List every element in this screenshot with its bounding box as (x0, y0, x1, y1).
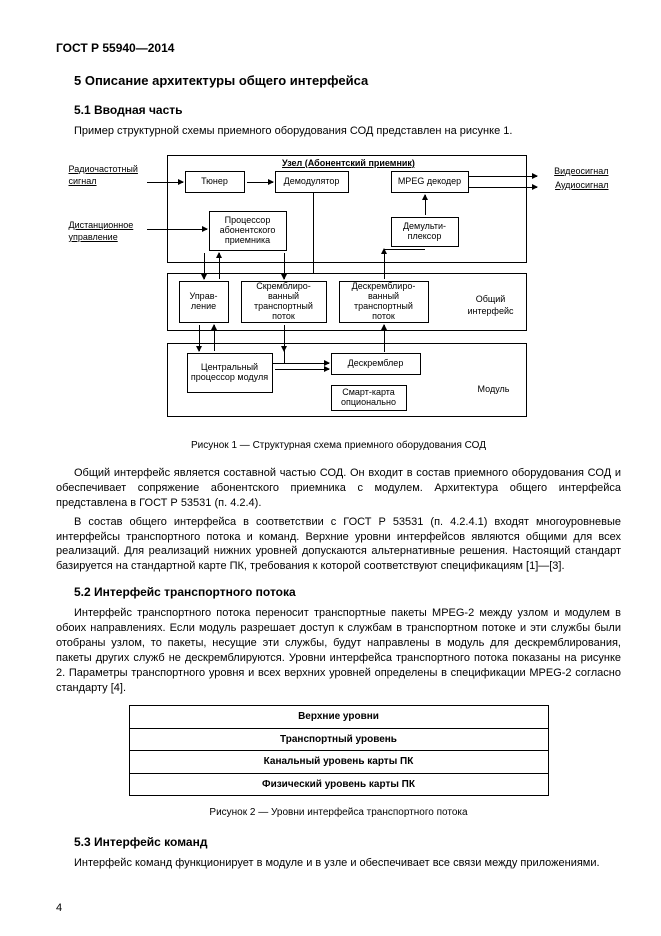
figure-2-caption: Рисунок 2 — Уровни интерфейса транспортн… (56, 806, 621, 820)
arrow (214, 325, 215, 351)
paragraph: Общий интерфейс является составной часть… (56, 466, 621, 511)
arrow (219, 253, 220, 279)
line (384, 249, 424, 250)
table-row: Физический уровень карты ПК (129, 773, 548, 796)
table-row: Транспортный уровень (129, 728, 548, 751)
arrow (469, 176, 537, 177)
arrow (469, 187, 537, 188)
box-control: Управ-ление (179, 281, 229, 323)
label-audio: Аудиосигнал (539, 179, 609, 191)
box-scrambled: Скремблиро-ванный транспортный поток (241, 281, 327, 323)
box-tuner: Тюнер (185, 171, 245, 193)
document-header: ГОСТ Р 55940—2014 (56, 40, 621, 56)
box-smartcard: Смарт-карта опционально (331, 385, 407, 411)
arrow (247, 182, 273, 183)
arrow (284, 325, 285, 351)
label-node-title: Узел (Абонентский приемник) (269, 157, 429, 169)
label-remote: Дистанционное управление (69, 219, 149, 243)
box-demux: Демульти-плексор (391, 217, 459, 247)
page-number: 4 (56, 901, 62, 916)
arrow (384, 249, 385, 279)
line (284, 351, 285, 363)
document-page: ГОСТ Р 55940—2014 5 Описание архитектуры… (0, 0, 661, 936)
arrow (275, 369, 329, 370)
line (424, 249, 425, 250)
box-descrambled: Дескремблиро-ванный транспортный поток (339, 281, 429, 323)
arrow (384, 325, 385, 351)
section-5-3-title: 5.3 Интерфейс команд (74, 834, 621, 850)
paragraph: Интерфейс транспортного потока переносит… (56, 606, 621, 695)
box-central-processor: Центральный процессор модуля (187, 353, 273, 393)
arrow (273, 363, 329, 364)
arrow (147, 182, 183, 183)
figure-1-caption: Рисунок 1 — Структурная схема приемного … (56, 439, 621, 453)
table-row: Верхние уровни (129, 706, 548, 729)
arrow (147, 229, 207, 230)
paragraph: Пример структурной схемы приемного обору… (56, 124, 621, 139)
arrow (425, 195, 426, 215)
label-common-interface: Общий интерфейс (461, 293, 521, 317)
arrow (204, 253, 205, 279)
line (313, 193, 314, 273)
section-5-2-title: 5.2 Интерфейс транспортного потока (74, 584, 621, 600)
box-processor: Процессор абонентского приемника (209, 211, 287, 251)
box-mpeg-decoder: MPEG декодер (391, 171, 469, 193)
label-video: Видеосигнал (539, 165, 609, 177)
arrow (199, 325, 200, 351)
label-module: Модуль (469, 383, 519, 395)
box-descrambler: Дескремблер (331, 353, 421, 375)
line (384, 351, 385, 352)
paragraph: Интерфейс команд функционирует в модуле … (56, 856, 621, 871)
figure-1-diagram: Радиочастотный сигнал Дистанционное упра… (69, 149, 609, 429)
figure-2-table: Верхние уровни Транспортный уровень Кана… (129, 705, 549, 796)
table-row: Канальный уровень карты ПК (129, 751, 548, 774)
label-rf-signal: Радиочастотный сигнал (69, 163, 149, 187)
section-5-title: 5 Описание архитектуры общего интерфейса (74, 72, 621, 90)
arrow (284, 253, 285, 279)
section-5-1-title: 5.1 Вводная часть (74, 102, 621, 118)
paragraph: В состав общего интерфейса в соответстви… (56, 515, 621, 574)
box-demodulator: Демодулятор (275, 171, 349, 193)
